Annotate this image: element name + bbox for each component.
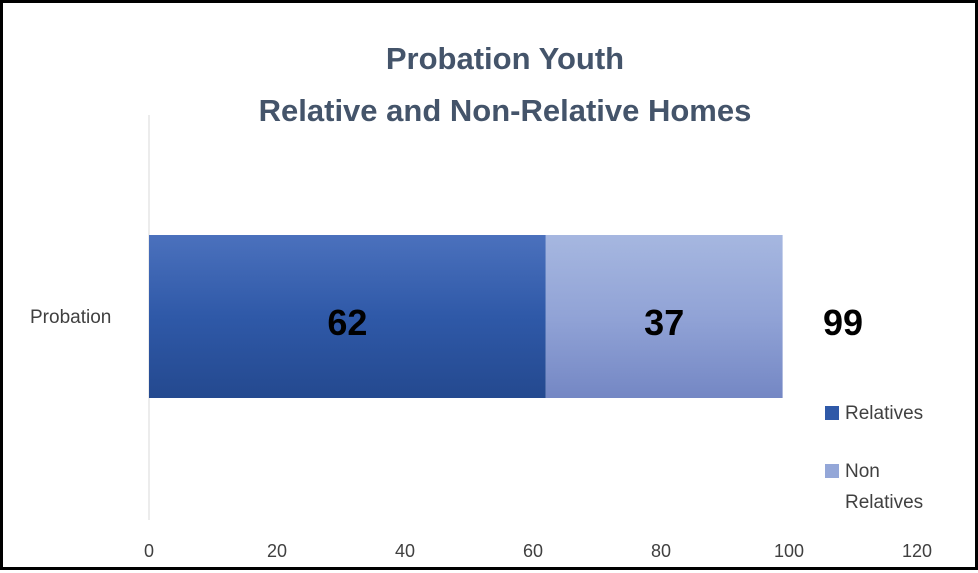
x-tick-label: 60 (523, 541, 543, 561)
bar-group (149, 235, 783, 398)
bar-non-relatives (545, 235, 783, 398)
x-tick-label: 20 (267, 541, 287, 561)
total-label: 99 (823, 302, 863, 343)
chart-title: Probation Youth Relative and Non-Relativ… (259, 41, 752, 128)
x-tick-label: 80 (651, 541, 671, 561)
legend-label: Non (845, 461, 880, 482)
x-tick-label: 0 (144, 541, 154, 561)
legend-label: Relatives (845, 403, 923, 424)
category-label-probation: Probation (30, 307, 111, 328)
bar-relatives (149, 235, 546, 398)
x-axis-ticks: 0 20 40 60 80 100 120 (144, 541, 932, 561)
data-label-non-relatives: 37 (644, 302, 684, 343)
data-labels: 62 37 (327, 302, 684, 343)
x-tick-label: 100 (774, 541, 804, 561)
data-label-relatives: 62 (327, 302, 367, 343)
legend-swatch (825, 464, 839, 478)
chart-title-line-2: Relative and Non-Relative Homes (259, 93, 752, 128)
x-tick-label: 40 (395, 541, 415, 561)
x-tick-label: 120 (902, 541, 932, 561)
chart-title-line-1: Probation Youth (386, 41, 624, 76)
legend: Relatives Non Relatives (825, 403, 923, 513)
legend-label: Relatives (845, 492, 923, 513)
legend-swatch (825, 406, 839, 420)
stacked-bar-chart: Probation Youth Relative and Non-Relativ… (30, 41, 932, 561)
